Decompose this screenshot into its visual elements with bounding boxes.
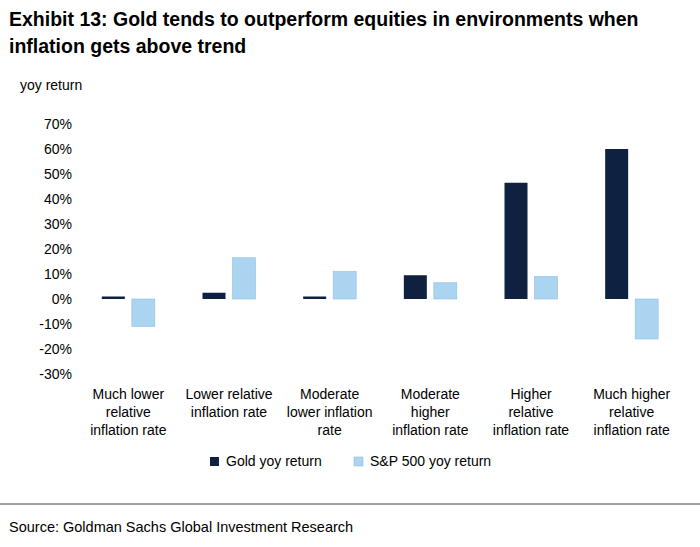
y-tick-label: 20% [44,241,72,257]
y-tick-label: 50% [44,166,72,182]
title: Exhibit 13: Gold tends to outperform equ… [9,8,638,57]
bar [635,299,658,339]
legend-swatch [210,457,219,466]
bar [605,149,628,299]
y-tick-label: 60% [44,141,72,157]
bar [505,183,528,299]
legend-label: Gold yoy return [226,453,322,469]
chart: Exhibit 13: Gold tends to outperform equ… [0,0,700,547]
bar [303,297,326,300]
bar [102,297,125,300]
y-tick-label: 30% [44,216,72,232]
legend-swatch [354,457,363,466]
y-axis-label: yoy return [20,77,82,93]
source: Source: Goldman Sachs Global Investment … [9,519,353,535]
y-tick-label: 0% [52,291,72,307]
x-tick-label: Moderatehigherinflation rate [392,386,468,438]
bar [434,283,457,299]
bar [333,272,356,300]
bar [535,277,558,300]
x-tick-label: Much higherrelativeinflation rate [593,386,670,438]
bar [132,299,155,327]
separator [0,504,700,505]
y-tick-label: -20% [39,341,72,357]
legend-label: S&P 500 yoy return [370,453,491,469]
y-tick-label: -30% [39,366,72,382]
x-tick-label: Much lowerrelativeinflation rate [90,386,166,438]
bars [102,149,658,339]
x-tick-label: Higherrelativeinflation rate [493,386,569,438]
x-tick-label: Moderatelower inflationrate [287,386,373,438]
y-tick-label: 70% [44,116,72,132]
y-tick-label: -10% [39,316,72,332]
bar [203,293,226,299]
bar [233,258,256,299]
y-tick-label: 40% [44,191,72,207]
bar [404,275,427,299]
y-tick-label: 10% [44,266,72,282]
x-tick-label: Lower relativeinflation rate [185,386,272,420]
